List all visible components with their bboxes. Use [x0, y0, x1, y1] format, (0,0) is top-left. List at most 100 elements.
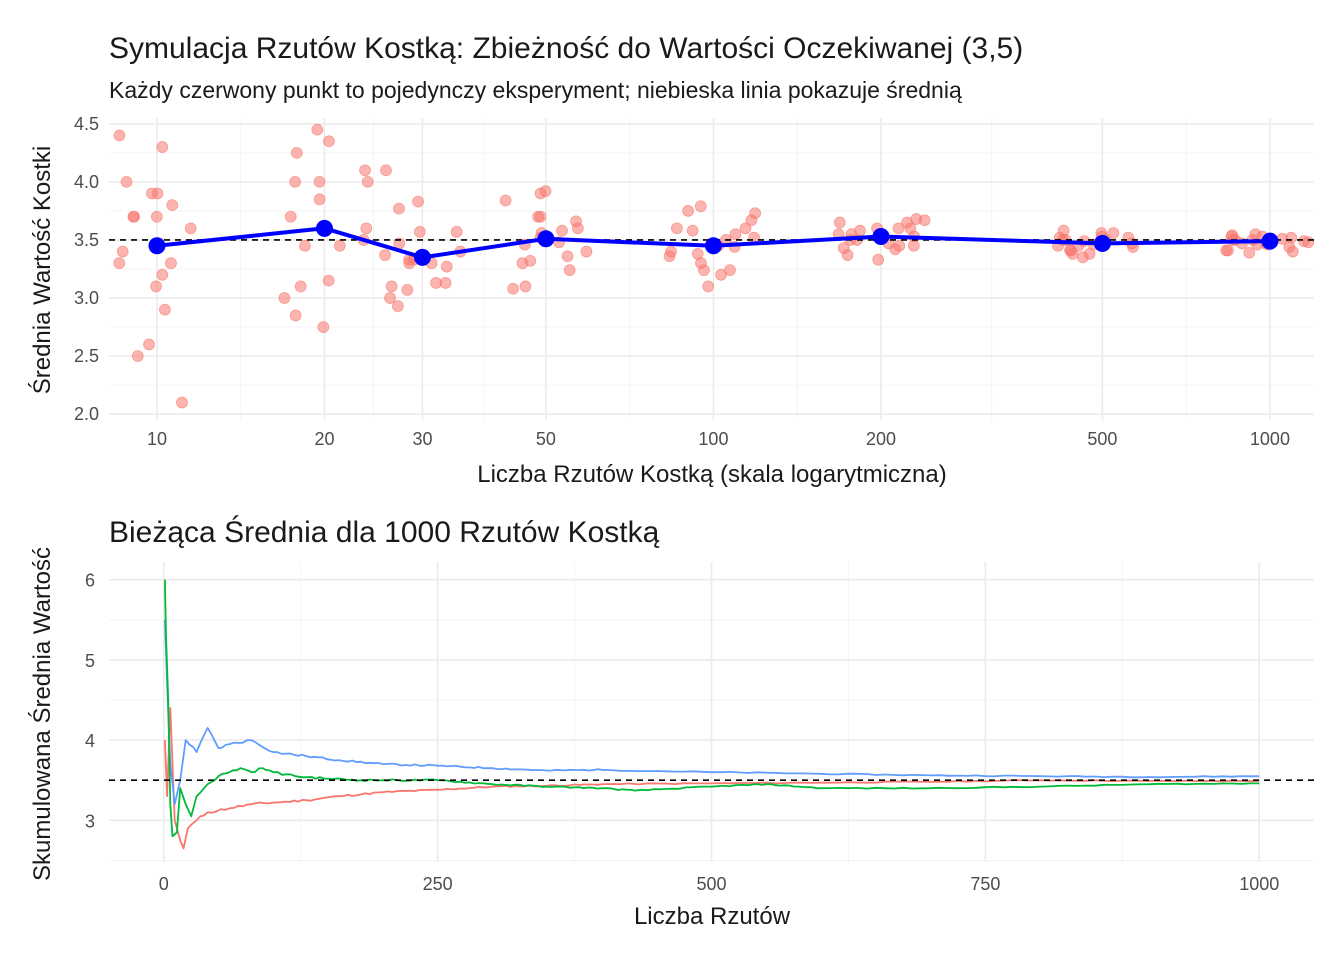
experiment-point — [534, 187, 547, 200]
experiment-point — [837, 242, 850, 254]
experiment-point — [317, 321, 330, 333]
experiment-point — [159, 303, 171, 316]
experiment-point — [166, 199, 179, 212]
experiment-point — [165, 257, 177, 270]
experiment-point — [1222, 244, 1234, 257]
y-tick-label: 6 — [85, 571, 95, 591]
bottom-plot-tick-labels: 3 4 5 6 0 250 500 750 1000 — [85, 571, 1279, 894]
experiment-point — [289, 309, 302, 322]
experiment-point — [313, 175, 326, 188]
experiment-point — [311, 123, 324, 136]
experiment-point — [872, 253, 885, 266]
chart-subtitle: Każdy czerwony punkt to pojedynczy ekspe… — [109, 77, 962, 103]
experiment-point — [150, 210, 163, 223]
experiment-point — [534, 210, 547, 223]
experiment-point — [333, 239, 346, 252]
experiment-point — [359, 164, 371, 177]
y-tick-label: 5 — [85, 651, 95, 671]
experiment-point — [430, 277, 442, 289]
experiment-point — [150, 280, 163, 293]
experiment-point — [440, 260, 453, 273]
experiment-point — [176, 396, 188, 409]
experiment-point — [833, 216, 846, 229]
experiment-point — [289, 175, 302, 188]
experiment-point — [1066, 247, 1079, 260]
experiment-point — [156, 268, 169, 281]
running-mean-series-2 — [164, 619, 1260, 806]
experiment-point — [380, 164, 392, 177]
x-tick-label: 750 — [970, 874, 1000, 894]
x-tick-label: 500 — [1087, 429, 1117, 449]
experiment-point — [323, 135, 335, 148]
top-y-axis-title: Średnia Wartość Kostki — [28, 146, 56, 395]
experiment-point — [379, 249, 391, 261]
experiment-point — [663, 250, 676, 263]
mean-point — [413, 248, 431, 266]
experiment-point — [385, 280, 398, 293]
bottom-plot-marks — [109, 579, 1314, 850]
experiment-point — [113, 129, 126, 142]
experiment-point — [1276, 232, 1289, 245]
experiment-point — [127, 210, 140, 223]
experiment-point — [889, 243, 902, 256]
mean-line — [156, 226, 1270, 260]
experiment-point — [715, 268, 727, 281]
experiment-point — [313, 193, 326, 206]
chart-title: Symulacja Rzutów Kostką: Zbieżność do Wa… — [109, 32, 1023, 65]
experiment-point — [151, 187, 164, 200]
experiment-point — [1297, 235, 1310, 248]
experiment-point — [294, 280, 307, 293]
mean-point — [1093, 234, 1111, 252]
y-tick-label: 4 — [85, 731, 95, 751]
experiment-point — [156, 141, 169, 153]
experiment-point — [116, 245, 129, 258]
experiment-point — [290, 146, 303, 159]
x-tick-label: 100 — [698, 429, 728, 449]
bottom-y-axis-title: Skumulowana Średnia Wartość — [28, 547, 56, 881]
experiment-point — [670, 222, 683, 235]
experiment-point — [360, 222, 373, 235]
x-tick-label: 200 — [866, 429, 896, 449]
experiment-point — [516, 257, 529, 270]
experiment-point — [571, 222, 584, 235]
experiment-point — [143, 338, 155, 351]
experiment-point — [184, 222, 197, 235]
x-tick-label: 1000 — [1250, 429, 1290, 449]
y-tick-label: 2.0 — [74, 404, 99, 424]
x-tick-label: 30 — [412, 429, 432, 449]
top-plot-grid — [109, 118, 1314, 420]
bottom-x-axis-title: Liczba Rzutów — [634, 903, 791, 930]
experiment-point — [113, 257, 126, 270]
mean-point — [1261, 232, 1279, 250]
experiment-point — [413, 225, 426, 238]
mean-point — [148, 237, 166, 255]
experiment-point — [131, 350, 144, 363]
y-tick-label: 2.5 — [74, 346, 99, 366]
mean-point — [872, 227, 890, 245]
bottom-plot-grid — [109, 562, 1314, 862]
experiment-point — [745, 214, 758, 227]
experiment-point — [556, 224, 568, 237]
x-tick-label: 10 — [147, 429, 167, 449]
experiment-point — [702, 280, 715, 293]
experiment-point — [729, 228, 742, 241]
experiment-point — [361, 175, 374, 188]
x-tick-label: 20 — [314, 429, 334, 449]
mean-point — [315, 219, 333, 237]
running-mean-series-3 — [164, 579, 1260, 838]
experiment-point — [904, 222, 917, 235]
x-tick-label: 500 — [696, 874, 726, 894]
experiment-point — [563, 264, 576, 277]
y-tick-label: 3 — [85, 811, 95, 831]
mean-point — [704, 237, 722, 255]
y-tick-label: 4.0 — [74, 172, 99, 192]
experiment-point — [507, 282, 520, 295]
y-tick-label: 3.5 — [74, 230, 99, 250]
y-tick-label: 3.0 — [74, 288, 99, 308]
x-tick-label: 250 — [423, 874, 453, 894]
top-x-axis-title: Liczba Rzutów Kostką (skala logarytmiczn… — [477, 461, 947, 488]
experiment-point — [910, 213, 923, 225]
experiment-point — [401, 284, 414, 296]
experiment-point — [519, 280, 532, 293]
